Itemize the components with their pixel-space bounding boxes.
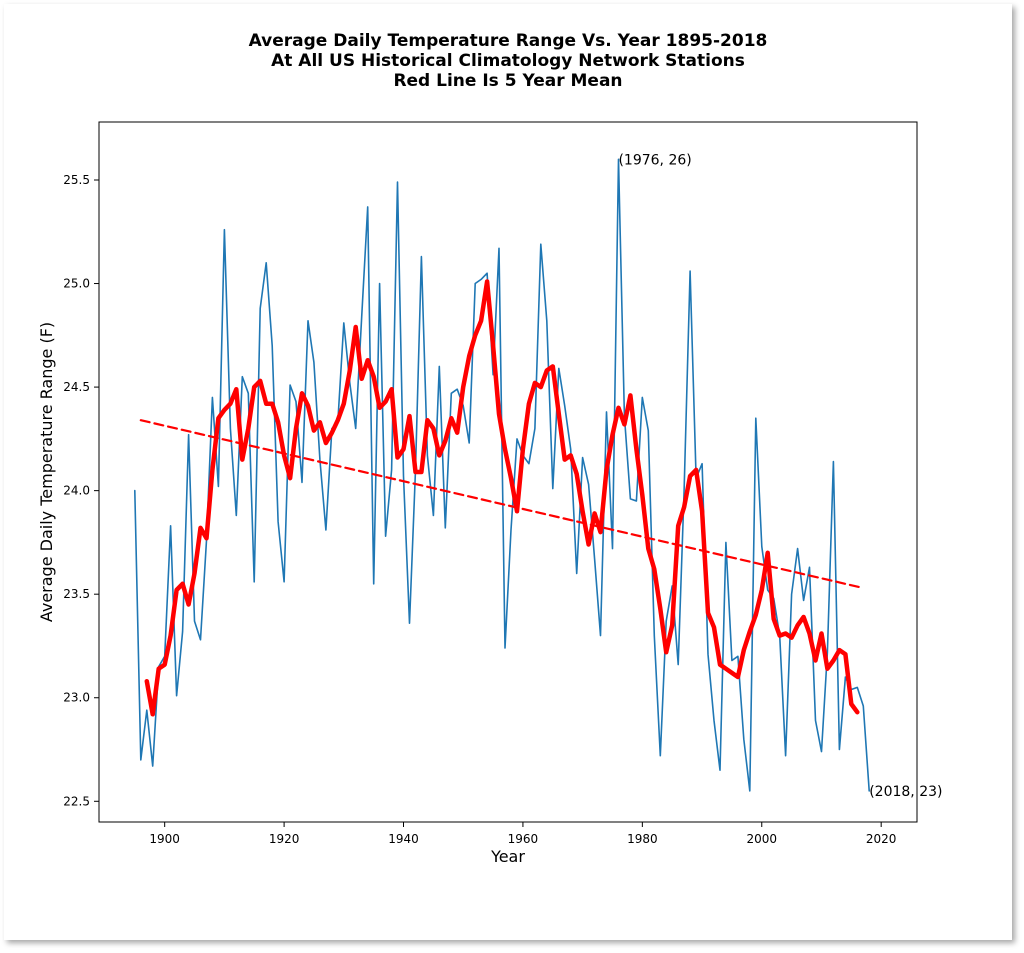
y-tick-label: 24.5 bbox=[63, 380, 90, 394]
x-axis: 1900 1920 1940 1960 1980 2000 2020 bbox=[149, 822, 896, 846]
series-line-5-year-mean bbox=[144, 279, 860, 717]
x-tick-label: 2020 bbox=[866, 832, 897, 846]
series-line-annual bbox=[134, 158, 871, 792]
series-line-linear-trend bbox=[139, 419, 865, 590]
y-tick-label: 25.0 bbox=[63, 277, 90, 291]
x-tick-label: 1940 bbox=[388, 832, 419, 846]
data-annotation: (2018, 23) bbox=[869, 784, 942, 800]
chart-title: Average Daily Temperature Range Vs. Year… bbox=[249, 31, 768, 91]
y-tick-label: 23.0 bbox=[63, 691, 90, 705]
x-tick-label: 1960 bbox=[508, 832, 539, 846]
chart-title-line-1: Average Daily Temperature Range Vs. Year… bbox=[249, 31, 768, 51]
x-tick-label: 1900 bbox=[149, 832, 180, 846]
y-tick-label: 23.5 bbox=[63, 587, 90, 601]
series-layer bbox=[134, 158, 871, 792]
x-tick-label: 1920 bbox=[269, 832, 300, 846]
y-axis-label: Average Daily Temperature Range (F) bbox=[37, 322, 56, 622]
y-tick-label: 25.5 bbox=[63, 173, 90, 187]
chart-title-line-2: At All US Historical Climatology Network… bbox=[271, 51, 745, 71]
x-tick-label: 2000 bbox=[746, 832, 777, 846]
annotations: (1976, 26) (2018, 23) bbox=[618, 152, 942, 800]
y-tick-label: 22.5 bbox=[63, 794, 90, 808]
y-tick-label: 24.0 bbox=[63, 484, 90, 498]
y-axis: 22.5 23.0 23.5 24.0 24.5 25.0 25.5 bbox=[63, 173, 99, 808]
chart-title-line-3: Red Line Is 5 Year Mean bbox=[393, 71, 622, 91]
x-axis-label: Year bbox=[490, 847, 525, 866]
x-tick-label: 1980 bbox=[627, 832, 658, 846]
data-annotation: (1976, 26) bbox=[618, 152, 691, 168]
